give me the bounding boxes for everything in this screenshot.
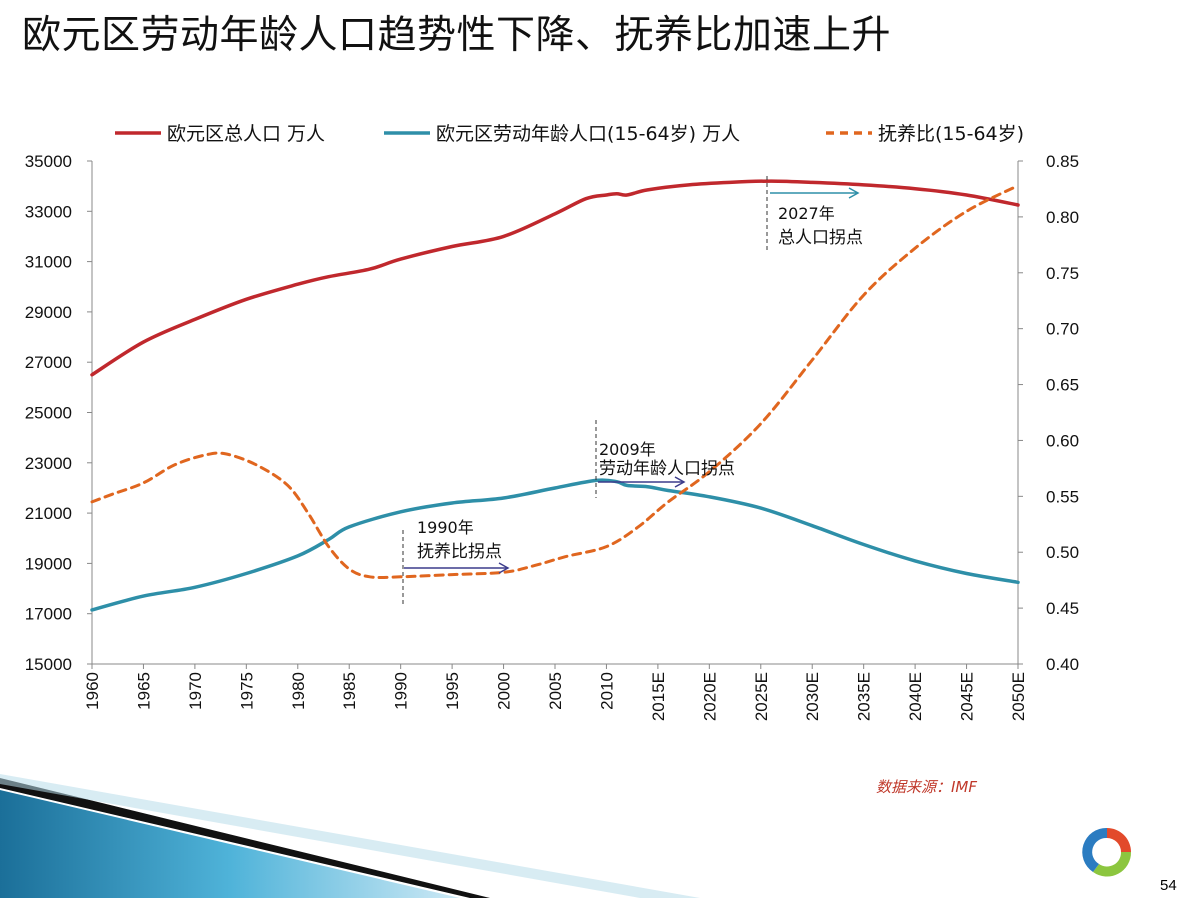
y-right-tick-label: 0.40 xyxy=(1046,655,1079,674)
y-left-tick-label: 35000 xyxy=(25,152,72,171)
x-tick-label: 2050E xyxy=(1009,672,1028,721)
source-note: 数据来源：IMF xyxy=(876,778,977,796)
chart: 欧元区总人口 万人 欧元区劳动年龄人口(15-64岁) 万人 抚养比(15-64岁)… xyxy=(25,123,1079,721)
y-left-tick-label: 33000 xyxy=(25,202,72,221)
annotation-arrow-head xyxy=(498,562,510,574)
annotation-arrow-head xyxy=(848,187,860,199)
x-tick-label: 2035E xyxy=(855,672,874,721)
y-left-tick-label: 17000 xyxy=(25,605,72,624)
chart-axes: 35000 33000 31000 29000 27000 25000 23000 21000… xyxy=(25,152,1079,721)
series-line-working_age xyxy=(90,478,1020,612)
x-tick-label: 1970 xyxy=(186,672,205,710)
x-tick-label: 2015E xyxy=(649,672,668,721)
logo-icon xyxy=(1082,827,1132,877)
x-tick-label: 2000 xyxy=(495,672,514,710)
y-right-tick-label: 0.65 xyxy=(1046,376,1079,395)
y-left-tick-label: 21000 xyxy=(25,504,72,523)
x-tick-label: 1960 xyxy=(83,672,102,710)
legend-label-total_population: 欧元区总人口 万人 xyxy=(167,123,325,145)
y-left-tick-label: 19000 xyxy=(25,554,72,573)
y-right-tick-label: 0.80 xyxy=(1046,208,1079,227)
y-right-tick-label: 0.60 xyxy=(1046,431,1079,450)
y-right-tick-label: 0.70 xyxy=(1046,320,1079,339)
y-right-tick-label: 0.85 xyxy=(1046,152,1079,171)
annotation-year-label: 1990年 xyxy=(417,518,474,537)
annotation-arrow-head xyxy=(674,476,686,488)
series-line-dependency xyxy=(90,184,1020,579)
page-title: 欧元区劳动年龄人口趋势性下降、抚养比加速上升 xyxy=(22,13,892,58)
y-left-tick-label: 15000 xyxy=(25,655,72,674)
x-tick-label: 2005 xyxy=(546,672,565,710)
x-tick-label: 1965 xyxy=(134,672,153,710)
x-tick-label: 1980 xyxy=(289,672,308,710)
x-tick-label: 2040E xyxy=(906,672,925,721)
y-right-tick-label: 0.45 xyxy=(1046,599,1079,618)
x-tick-label: 2025E xyxy=(752,672,771,721)
y-right-tick-label: 0.55 xyxy=(1046,487,1079,506)
x-tick-label: 2030E xyxy=(803,672,822,721)
legend-label-working_age: 欧元区劳动年龄人口(15-64岁) 万人 xyxy=(436,123,740,145)
y-left-tick-label: 25000 xyxy=(25,404,72,423)
annotation-year-label: 2009年 xyxy=(599,440,656,459)
annotation-year-label: 2027年 xyxy=(778,204,835,223)
legend: 欧元区总人口 万人 欧元区劳动年龄人口(15-64岁) 万人 抚养比(15-64岁) xyxy=(115,123,1024,145)
y-right-tick-label: 0.50 xyxy=(1046,543,1079,562)
decorative-swoosh xyxy=(0,774,700,898)
annotation-text: 总人口拐点 xyxy=(778,228,863,248)
series-layer xyxy=(90,179,1020,612)
annotation-text: 劳动年龄人口拐点 xyxy=(599,459,735,479)
x-tick-label: 2010 xyxy=(597,672,616,710)
y-left-tick-label: 29000 xyxy=(25,303,72,322)
x-tick-label: 2020E xyxy=(700,672,719,721)
y-left-tick-label: 23000 xyxy=(25,454,72,473)
legend-label-dependency: 抚养比(15-64岁) xyxy=(878,123,1024,145)
annotation-text: 抚养比拐点 xyxy=(417,542,502,562)
y-right-tick-label: 0.75 xyxy=(1046,264,1079,283)
page-number: 54 xyxy=(1160,877,1177,894)
x-tick-label: 2045E xyxy=(958,672,977,721)
x-tick-label: 1990 xyxy=(392,672,411,710)
series-line-total_population xyxy=(90,179,1020,377)
y-left-tick-label: 27000 xyxy=(25,353,72,372)
x-tick-label: 1975 xyxy=(237,672,256,710)
x-tick-label: 1985 xyxy=(340,672,359,710)
x-tick-label: 1995 xyxy=(443,672,462,710)
y-left-tick-label: 31000 xyxy=(25,253,72,272)
